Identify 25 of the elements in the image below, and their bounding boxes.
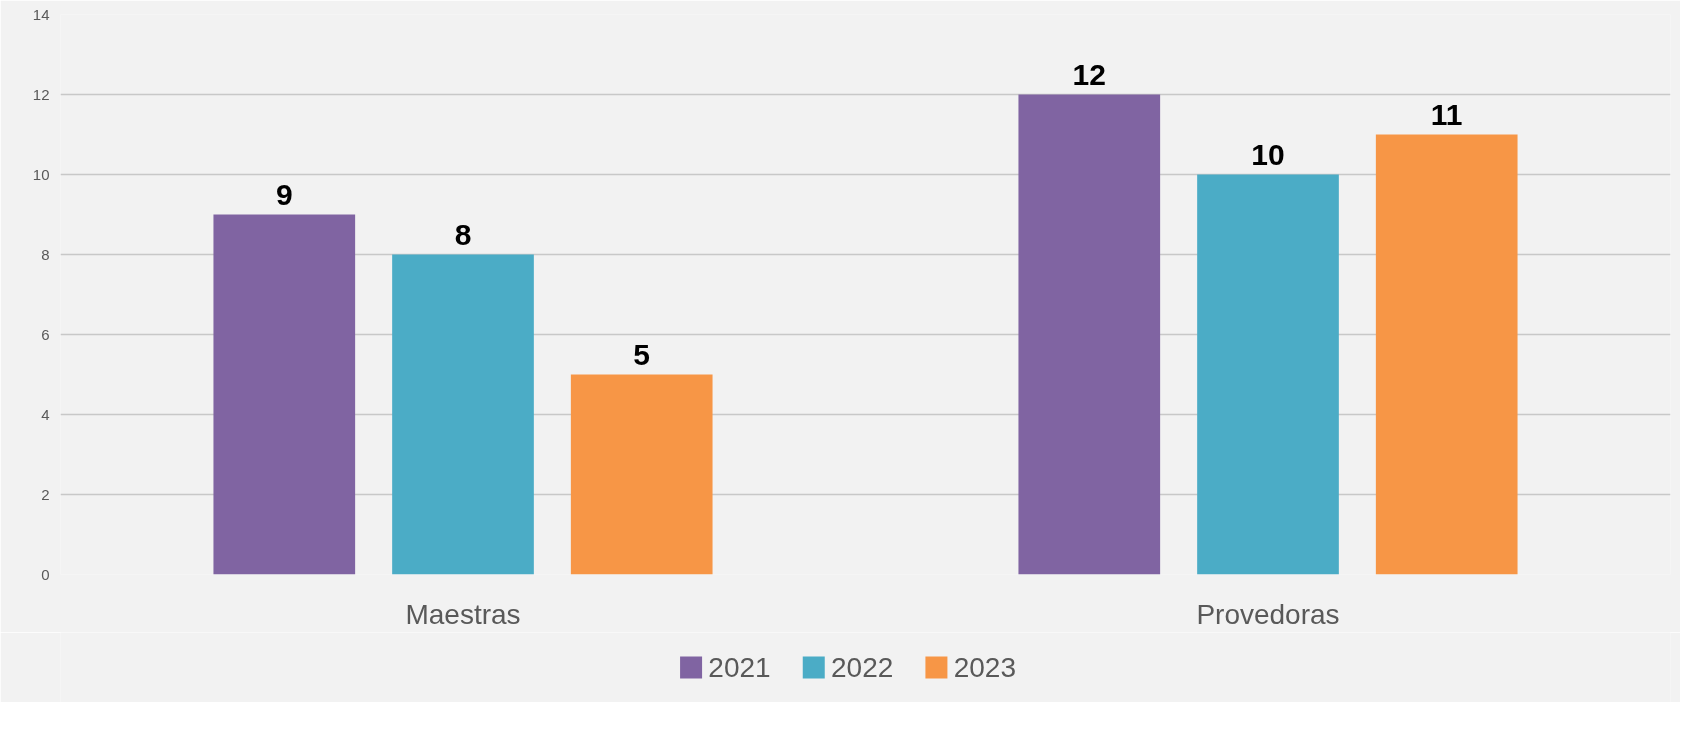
y-tick-label: 12 [32, 85, 50, 103]
y-tick-label: 0 [41, 565, 50, 583]
legend-label: 2022 [831, 652, 894, 683]
y-tick-label: 14 [32, 5, 50, 23]
y-tick-label: 6 [41, 325, 50, 343]
y-tick-label: 2 [41, 485, 50, 503]
legend-label: 2023 [953, 652, 1016, 683]
bar [1375, 134, 1518, 575]
data-label: 8 [454, 217, 472, 251]
y-tick-label: 10 [32, 165, 50, 183]
data-label: 5 [633, 337, 651, 371]
y-tick-label: 4 [41, 405, 50, 423]
y-tick-label: 8 [41, 245, 50, 263]
bar [392, 254, 534, 575]
data-label: 10 [1251, 137, 1285, 171]
bar [1018, 94, 1161, 575]
data-label: 12 [1072, 57, 1106, 91]
x-tick-label: Provedoras [1196, 598, 1340, 630]
data-label: 11 [1430, 97, 1463, 131]
bar [213, 214, 356, 575]
x-tick-label: Maestras [405, 598, 521, 630]
data-label: 9 [275, 177, 293, 211]
legend-label: 2021 [708, 652, 771, 683]
bar [1197, 174, 1339, 575]
bar [570, 374, 713, 575]
